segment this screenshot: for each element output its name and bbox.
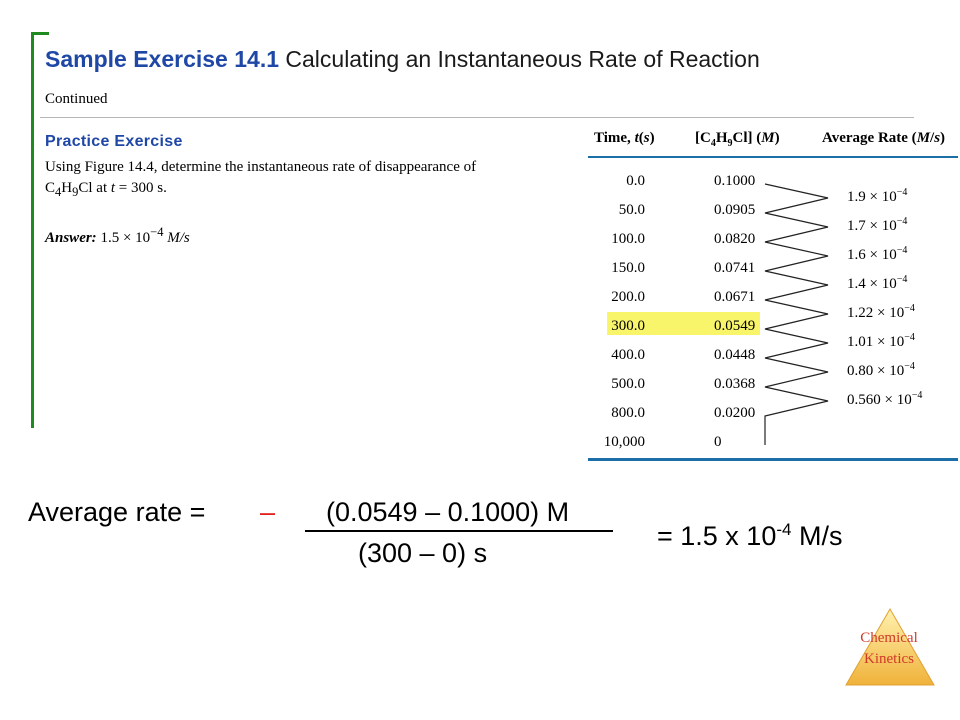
title-number: Sample Exercise 14.1 — [45, 46, 279, 72]
equation-numerator: (0.0549 – 0.1000) M — [326, 497, 570, 527]
time-cell: 400.0 — [611, 347, 645, 363]
formula-sub: 9 — [72, 185, 79, 199]
equation-lhs: Average rate = — [28, 497, 206, 527]
time-cell: 300.0 — [611, 318, 645, 334]
equation-minus: – — [260, 497, 276, 527]
answer-unit: M/s — [163, 230, 190, 246]
logo-line2: Kinetics — [864, 651, 914, 667]
rate-cell: 1.9 × 10−4 — [847, 187, 908, 205]
slide-title: Sample Exercise 14.1 Calculating an Inst… — [45, 46, 760, 73]
table-bottom-rule — [588, 458, 958, 461]
equation-result: = 1.5 x 10-4 M/s — [657, 520, 842, 552]
concentration-cell: 0.0448 — [714, 347, 756, 363]
green-bracket — [31, 32, 34, 428]
result-unit: M/s — [791, 521, 843, 551]
green-bracket-top — [31, 32, 49, 35]
concentration-cell: 0.0820 — [714, 231, 756, 247]
time-cell: 150.0 — [611, 260, 645, 276]
continued-label: Continued — [45, 91, 108, 107]
concentration-cell: 0.0200 — [714, 405, 756, 421]
concentration-cell: 0.0905 — [714, 202, 756, 218]
answer-value: 1.5 × 10 — [100, 230, 151, 246]
time-cell: 10,000 — [603, 434, 645, 450]
practice-heading: Practice Exercise — [45, 133, 183, 150]
chemical-kinetics-logo — [845, 608, 935, 686]
rate-cell: 1.7 × 10−4 — [847, 216, 908, 234]
concentration-cell: 0 — [714, 434, 722, 450]
concentration-cell: 0.0671 — [714, 289, 756, 305]
fraction-bar — [305, 530, 613, 532]
time-cell: 100.0 — [611, 231, 645, 247]
result-exponent: -4 — [776, 520, 792, 539]
rate-cell: 0.80 × 10−4 — [847, 361, 915, 379]
formula-c: C — [45, 180, 56, 196]
highlight-row — [607, 312, 760, 335]
header-time: Time, t(s) — [594, 130, 655, 146]
time-cell: 200.0 — [611, 289, 645, 305]
logo-text: Chemical Kinetics — [845, 628, 933, 670]
time-cell: 50.0 — [618, 202, 645, 218]
time-value: = 300 s. — [115, 180, 167, 196]
divider — [40, 117, 914, 118]
rate-cell: 1.22 × 10−4 — [847, 303, 915, 321]
concentration-cell: 0.1000 — [714, 173, 756, 189]
rate-cell: 1.01 × 10−4 — [847, 332, 915, 350]
rate-cell: 0.560 × 10−4 — [847, 390, 923, 408]
result-value: = 1.5 x 10 — [657, 521, 777, 551]
rate-cell: 1.6 × 10−4 — [847, 245, 908, 263]
equation-denominator: (300 – 0) s — [358, 538, 488, 568]
time-var: t — [110, 180, 116, 196]
logo-line1: Chemical — [860, 630, 918, 646]
concentration-cell: 0.0368 — [714, 376, 756, 392]
header-conc: [C4H9Cl] (M) — [695, 130, 780, 149]
time-cell: 500.0 — [611, 376, 645, 392]
table-top-rule — [588, 156, 958, 158]
time-cell: 0.0 — [626, 173, 645, 189]
title-text: Calculating an Instantaneous Rate of Rea… — [285, 46, 760, 72]
time-cell: 800.0 — [611, 405, 645, 421]
answer: Answer: 1.5 × 10−4 M/s — [45, 225, 190, 247]
formula-h: H — [61, 180, 73, 196]
header-rate: Average Rate (M/s) — [822, 130, 946, 146]
formula-cl: Cl at — [78, 180, 111, 196]
practice-line1: Using Figure 14.4, determine the instant… — [45, 159, 477, 175]
concentration-cell: 0.0549 — [714, 318, 756, 334]
practice-text: Using Figure 14.4, determine the instant… — [45, 157, 590, 203]
answer-exponent: −4 — [150, 225, 164, 239]
formula-sub: 4 — [55, 185, 62, 199]
concentration-cell: 0.0741 — [714, 260, 756, 276]
answer-label: Answer: — [45, 230, 97, 246]
rate-cell: 1.4 × 10−4 — [847, 274, 908, 292]
